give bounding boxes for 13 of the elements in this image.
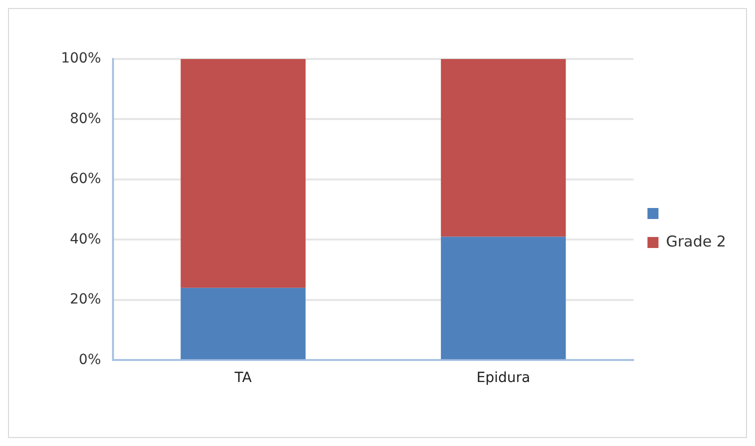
y-tick-label: 80%: [70, 110, 102, 127]
y-tick-label: 100%: [60, 50, 102, 67]
x-tick-label: Epidura: [476, 370, 530, 386]
y-tick-label: 60%: [70, 171, 102, 188]
y-tick-label: 40%: [70, 231, 102, 248]
y-tick-label: 0%: [78, 352, 102, 368]
bar: [440, 236, 566, 360]
bar: [180, 288, 306, 360]
x-tick-label: TA: [234, 370, 252, 386]
legend-label: Grade 2: [666, 232, 726, 250]
bar: [440, 59, 566, 237]
bar: [180, 59, 306, 288]
y-tick-label: 20%: [70, 292, 102, 308]
